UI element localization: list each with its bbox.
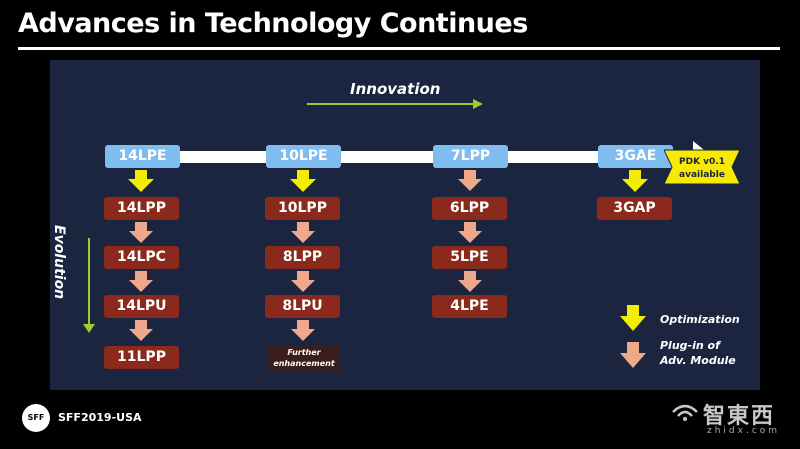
further-enhancement-note: Further enhancement bbox=[268, 345, 340, 371]
node-14lpu: 14LPU bbox=[104, 295, 179, 318]
slide-title: Advances in Technology Continues bbox=[18, 8, 528, 39]
evolution-arrow-line bbox=[88, 238, 90, 326]
plugin-arrow-icon bbox=[129, 222, 153, 243]
node-8lpp: 8LPP bbox=[265, 246, 340, 269]
wifi-icon bbox=[672, 404, 698, 421]
node-10lpp: 10LPP bbox=[265, 197, 340, 220]
plugin-arrow-icon bbox=[458, 170, 482, 191]
plugin-arrow-icon bbox=[458, 222, 482, 243]
legend-plugin-icon bbox=[620, 342, 646, 368]
node-11lpp: 11LPP bbox=[104, 346, 179, 369]
note-line: Further bbox=[287, 348, 321, 357]
node-3gap: 3GAP bbox=[597, 197, 672, 220]
innovation-arrow-icon bbox=[307, 99, 483, 109]
plugin-arrow-icon bbox=[291, 320, 315, 341]
legend-optimization-icon bbox=[620, 305, 646, 331]
optimization-arrow-icon bbox=[290, 170, 316, 192]
plugin-arrow-icon bbox=[291, 271, 315, 292]
note-line: enhancement bbox=[273, 359, 335, 368]
pdk-badge-line2: available bbox=[679, 170, 725, 180]
watermark-logo: 智東西 bbox=[703, 404, 776, 429]
node-10lpe: 10LPE bbox=[266, 145, 341, 168]
pdk-badge-line1: PDK v0.1 bbox=[679, 157, 725, 167]
node-14lpp: 14LPP bbox=[104, 197, 179, 220]
innovation-label: Innovation bbox=[350, 80, 441, 98]
watermark-url: zhidx.com bbox=[707, 426, 781, 436]
evolution-arrowhead-icon bbox=[83, 324, 95, 333]
plugin-arrow-icon bbox=[129, 320, 153, 341]
title-rule bbox=[18, 47, 780, 50]
plugin-arrow-icon bbox=[129, 271, 153, 292]
node-5lpe: 5LPE bbox=[432, 246, 507, 269]
node-4lpe: 4LPE bbox=[432, 295, 507, 318]
node-3gae: 3GAE bbox=[598, 145, 673, 168]
optimization-arrow-icon bbox=[128, 170, 154, 192]
legend-plugin-line: Adv. Module bbox=[660, 354, 736, 367]
evolution-label: Evolution bbox=[51, 225, 67, 300]
plugin-arrow-icon bbox=[458, 271, 482, 292]
sff-logo: SFF bbox=[22, 404, 50, 432]
pdk-badge: PDK v0.1 available bbox=[664, 149, 740, 185]
plugin-arrow-icon bbox=[291, 222, 315, 243]
node-14lpe: 14LPE bbox=[105, 145, 180, 168]
node-8lpu: 8LPU bbox=[265, 295, 340, 318]
legend-plugin-line: Plug-in of bbox=[660, 339, 720, 352]
event-name: SFF2019-USA bbox=[58, 411, 142, 424]
legend-plugin-label: Plug-in of Adv. Module bbox=[660, 338, 736, 368]
legend-optimization-label: Optimization bbox=[660, 313, 740, 326]
node-6lpp: 6LPP bbox=[432, 197, 507, 220]
node-7lpp: 7LPP bbox=[433, 145, 508, 168]
optimization-arrow-icon bbox=[622, 170, 648, 192]
diagram-panel bbox=[50, 60, 760, 390]
node-14lpc: 14LPC bbox=[104, 246, 179, 269]
